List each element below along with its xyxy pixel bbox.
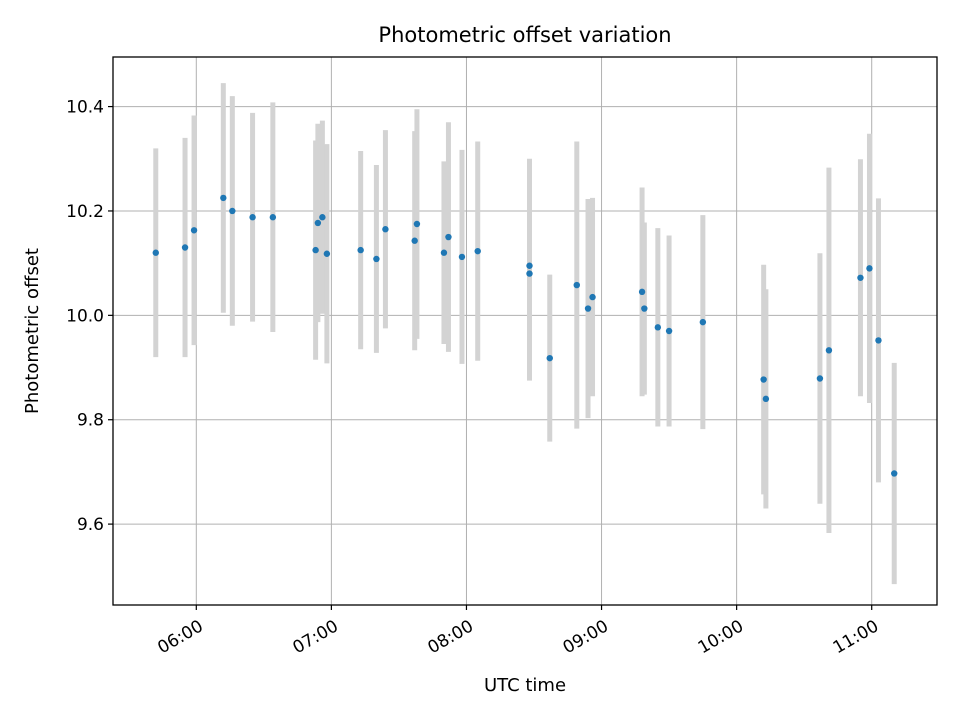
data-point	[190, 227, 198, 234]
y-axis-label: Photometric offset	[22, 248, 43, 414]
data-point	[857, 274, 864, 281]
data-point	[314, 219, 322, 227]
data-point	[229, 207, 236, 215]
data-point	[445, 233, 452, 241]
data-point	[573, 281, 580, 289]
data-point	[760, 376, 767, 383]
data-point	[249, 214, 256, 221]
data-point	[584, 305, 592, 312]
data-point	[411, 237, 418, 244]
data-point	[825, 347, 833, 354]
data-point	[654, 324, 662, 331]
chart-title: Photometric offset variation	[378, 23, 671, 47]
data-point	[546, 354, 553, 362]
data-point	[373, 255, 380, 263]
data-point	[589, 293, 596, 301]
y-axis-ticks: 9.6 9.8 10.0 10.2 10.4	[66, 98, 113, 535]
x-axis-label: UTC time	[484, 675, 566, 696]
data-point	[152, 249, 159, 256]
data-point	[665, 327, 673, 335]
data-point	[762, 395, 770, 403]
data-point	[641, 305, 648, 312]
data-point	[269, 214, 277, 221]
point-layer	[152, 194, 898, 477]
data-point	[181, 244, 189, 251]
y-tick-label: 9.8	[77, 411, 104, 431]
plot-area-frame	[112, 56, 938, 606]
data-point	[382, 226, 389, 233]
data-point	[458, 253, 466, 261]
data-point	[474, 247, 481, 255]
data-point	[323, 250, 331, 257]
data-point	[875, 337, 882, 344]
y-tick-label: 10.2	[66, 202, 104, 222]
y-tick-label: 10.0	[66, 306, 104, 326]
data-point	[319, 214, 326, 221]
y-tick-label: 10.4	[66, 98, 104, 118]
data-point	[891, 470, 898, 477]
data-point	[699, 318, 707, 326]
data-point	[220, 194, 227, 202]
data-point	[312, 246, 319, 254]
data-point	[440, 249, 448, 256]
data-point	[526, 262, 533, 269]
data-point	[866, 265, 873, 272]
data-point	[816, 375, 824, 382]
data-point	[413, 220, 421, 228]
y-tick-label: 9.6	[77, 515, 104, 535]
data-point	[526, 270, 533, 277]
data-point	[638, 288, 646, 296]
data-point	[357, 246, 364, 254]
